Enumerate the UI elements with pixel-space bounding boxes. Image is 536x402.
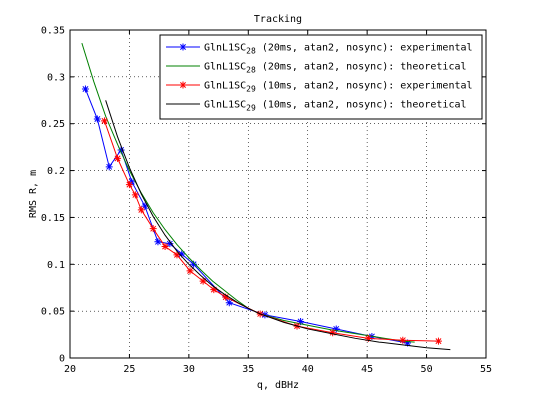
data-point <box>434 337 442 345</box>
data-point <box>81 85 89 93</box>
data-point <box>297 317 305 325</box>
data-point <box>137 206 145 214</box>
data-point <box>93 115 101 123</box>
x-tick-label: 40 <box>302 364 314 375</box>
y-tick-label: 0.25 <box>41 119 65 130</box>
data-point <box>100 117 108 125</box>
legend-label: GlnL1SC29 (10ms, atan2, nosync): experim… <box>204 81 473 94</box>
legend-item: GlnL1SC29 (10ms, atan2, nosync): theoret… <box>166 100 467 113</box>
x-tick-label: 25 <box>123 364 135 375</box>
data-point <box>179 43 187 51</box>
y-axis-label: RMS R, m <box>28 170 39 218</box>
legend-label: GlnL1SC28 (20ms, atan2, nosync): theoret… <box>204 62 467 75</box>
x-axis-label: q, dBHz <box>257 380 299 391</box>
series-line <box>84 88 408 344</box>
data-point <box>179 81 187 89</box>
data-point <box>186 267 194 275</box>
series-layer <box>81 42 451 351</box>
x-tick-label: 55 <box>480 364 492 375</box>
data-point <box>329 329 337 337</box>
y-tick-label: 0.2 <box>47 166 65 177</box>
data-point <box>225 299 233 307</box>
series-3 <box>100 117 442 345</box>
axes-box <box>69 29 487 359</box>
legend-item: GlnL1SC28 (20ms, atan2, nosync): experim… <box>166 43 473 56</box>
data-point <box>199 277 207 285</box>
legend-label: GlnL1SC29 (10ms, atan2, nosync): theoret… <box>204 100 467 113</box>
legend-item: GlnL1SC28 (20ms, atan2, nosync): theoret… <box>166 62 467 75</box>
data-point <box>131 191 139 199</box>
series-line <box>105 100 451 351</box>
data-point <box>154 238 162 246</box>
x-tick-label: 50 <box>421 364 433 375</box>
data-point <box>114 154 122 162</box>
y-tick-label: 0.15 <box>41 213 65 224</box>
data-point <box>161 242 169 250</box>
y-tick-label: 0 <box>59 354 65 365</box>
data-point <box>190 260 198 268</box>
data-point <box>141 202 149 210</box>
series-line <box>81 42 415 343</box>
y-tick-label: 0.35 <box>41 26 65 37</box>
y-tick-label: 0.1 <box>47 260 65 271</box>
legend-label: GlnL1SC28 (20ms, atan2, nosync): experim… <box>204 43 473 56</box>
data-point <box>149 225 157 233</box>
data-point <box>166 240 174 248</box>
series-line <box>103 120 439 342</box>
x-tick-label: 35 <box>242 364 254 375</box>
y-tick-label: 0.05 <box>41 307 65 318</box>
legend-box <box>159 34 483 120</box>
data-point <box>404 339 412 347</box>
series-4 <box>105 100 451 351</box>
series-2 <box>81 42 415 343</box>
data-point <box>173 251 181 259</box>
legend: GlnL1SC28 (20ms, atan2, nosync): experim… <box>159 34 483 120</box>
chart-title: Tracking <box>254 14 302 25</box>
data-point <box>332 325 340 333</box>
axis-ticks: 20 25 30 35 40 45 50 55 0 0.05 0.1 0.15 0.2 0.25 0.3 0.… <box>41 26 492 376</box>
data-point <box>399 336 407 344</box>
data-point <box>210 286 218 294</box>
x-tick-label: 20 <box>64 364 76 375</box>
x-tick-label: 30 <box>183 364 195 375</box>
data-point <box>117 146 125 154</box>
data-point <box>222 293 230 301</box>
data-point <box>105 163 113 171</box>
data-point <box>178 250 186 258</box>
x-tick-label: 45 <box>361 364 373 375</box>
data-point <box>125 181 133 189</box>
data-point <box>364 334 372 342</box>
y-tick-label: 0.3 <box>47 72 65 83</box>
legend-item: GlnL1SC29 (10ms, atan2, nosync): experim… <box>166 81 473 94</box>
